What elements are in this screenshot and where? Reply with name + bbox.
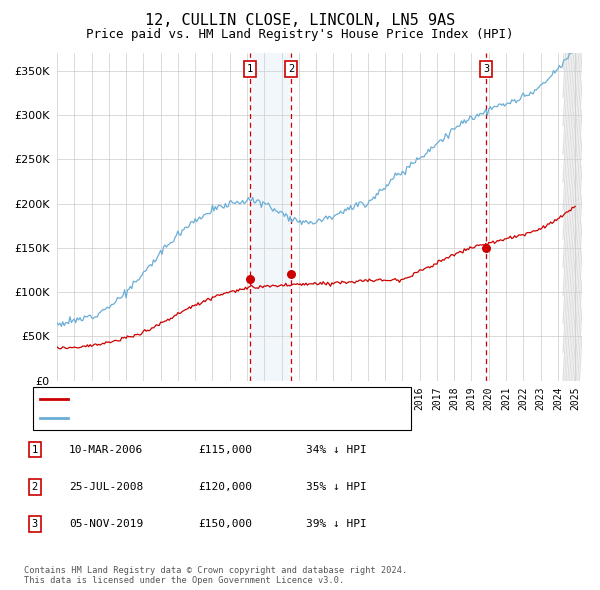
Text: 3: 3 — [483, 64, 489, 74]
Text: Contains HM Land Registry data © Crown copyright and database right 2024.
This d: Contains HM Land Registry data © Crown c… — [24, 566, 407, 585]
Text: 2: 2 — [288, 64, 295, 74]
Text: £150,000: £150,000 — [198, 519, 252, 529]
Text: Price paid vs. HM Land Registry's House Price Index (HPI): Price paid vs. HM Land Registry's House … — [86, 28, 514, 41]
Bar — [250, 53, 291, 381]
Text: 10-MAR-2006: 10-MAR-2006 — [69, 445, 143, 454]
Text: 1: 1 — [247, 64, 253, 74]
Text: HPI: Average price, detached house, Lincoln: HPI: Average price, detached house, Linc… — [73, 412, 331, 422]
Text: 05-NOV-2019: 05-NOV-2019 — [69, 519, 143, 529]
Text: £120,000: £120,000 — [198, 482, 252, 491]
Text: £115,000: £115,000 — [198, 445, 252, 454]
Text: 34% ↓ HPI: 34% ↓ HPI — [306, 445, 367, 454]
Bar — [485, 53, 487, 381]
Text: 12, CULLIN CLOSE, LINCOLN, LN5 9AS: 12, CULLIN CLOSE, LINCOLN, LN5 9AS — [145, 13, 455, 28]
Text: 25-JUL-2008: 25-JUL-2008 — [69, 482, 143, 491]
Text: 12, CULLIN CLOSE, LINCOLN, LN5 9AS (detached house): 12, CULLIN CLOSE, LINCOLN, LN5 9AS (deta… — [73, 394, 379, 404]
Text: 2: 2 — [32, 482, 38, 491]
Text: 35% ↓ HPI: 35% ↓ HPI — [306, 482, 367, 491]
Text: 1: 1 — [32, 445, 38, 454]
Text: 39% ↓ HPI: 39% ↓ HPI — [306, 519, 367, 529]
Text: 3: 3 — [32, 519, 38, 529]
